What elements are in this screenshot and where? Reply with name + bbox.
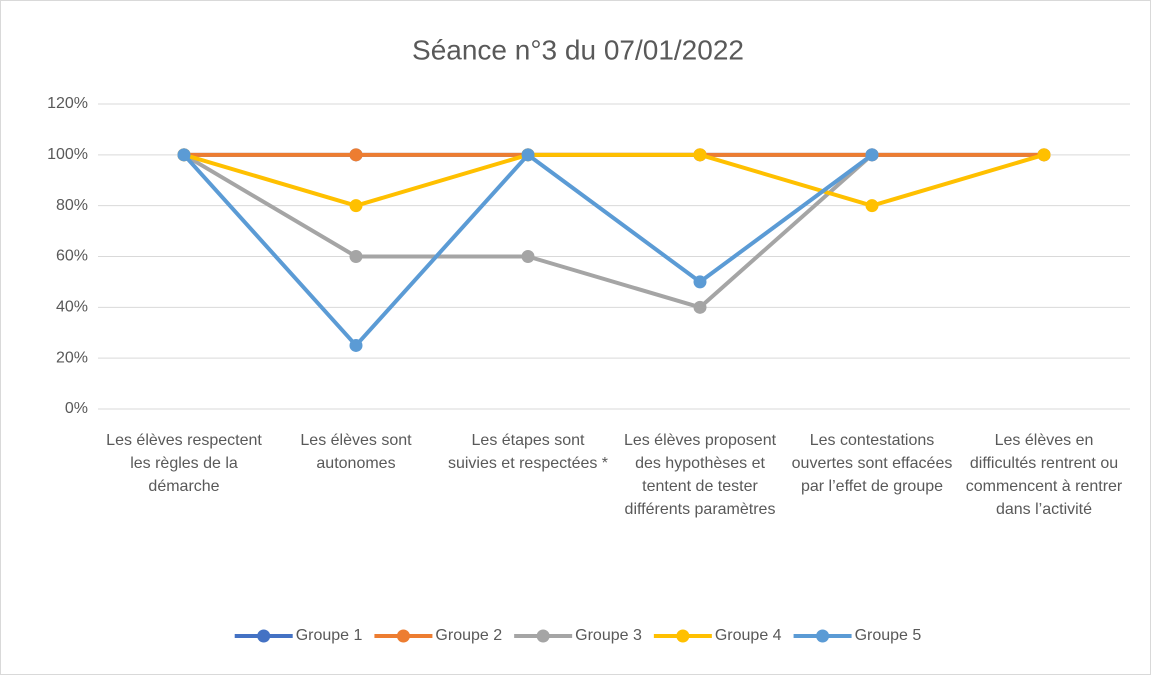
- x-tick-label: Les élèves respectent les règles de la dém…: [106, 432, 262, 495]
- legend-label: Groupe 1: [296, 627, 363, 644]
- series-marker: [349, 250, 363, 263]
- legend-label: Groupe 2: [435, 627, 502, 644]
- x-tick-line: autonomes: [316, 455, 395, 472]
- y-tick-label: 20%: [56, 349, 88, 366]
- x-tick-line: ouvertes sont effacées: [792, 455, 953, 472]
- series-marker: [349, 148, 363, 162]
- x-tick-line: les règles de la: [130, 455, 238, 472]
- legend-marker: [816, 629, 830, 643]
- y-tick-label: 80%: [56, 197, 88, 214]
- legend-marker: [257, 629, 271, 643]
- y-tick-label: 60%: [56, 248, 88, 265]
- series-marker: [1037, 148, 1051, 162]
- x-tick-line: Les contestations: [810, 432, 935, 449]
- x-tick-line: suivies et respectées *: [448, 455, 608, 472]
- x-tick-label: Les élèves proposent des hypothèses et ten…: [624, 432, 777, 518]
- x-tick-label: Les étapes sont suivies et respectées *: [448, 432, 608, 472]
- legend-marker: [676, 629, 690, 643]
- series-marker: [349, 199, 363, 213]
- y-tick-label: 120%: [47, 95, 88, 112]
- legend-marker: [536, 629, 550, 643]
- series-marker: [521, 250, 535, 263]
- series-marker: [865, 148, 879, 162]
- series-marker: [693, 300, 707, 314]
- x-tick-line: Les élèves sont: [300, 432, 412, 449]
- x-tick-line: Les élèves proposent: [624, 432, 777, 449]
- x-tick-line: commencent à rentrer: [966, 478, 1123, 495]
- x-tick-line: différents paramètres: [625, 501, 776, 518]
- series-marker: [349, 338, 363, 352]
- x-tick-label: Les élèves en difficultés rentrent ou comm…: [966, 432, 1123, 518]
- x-tick-label: Les élèves sont autonomes: [300, 432, 412, 472]
- y-tick-label: 0%: [65, 400, 88, 417]
- x-tick-line: des hypothèses et: [635, 455, 765, 472]
- y-tick-label: 100%: [47, 146, 88, 163]
- x-tick-line: démarche: [148, 478, 219, 495]
- chart-title: Séance n°3 du 07/01/2022: [412, 34, 744, 65]
- x-tick-line: tentent de tester: [642, 478, 758, 495]
- x-tick-line: Les élèves en: [995, 432, 1094, 449]
- y-tick-label: 40%: [56, 299, 88, 316]
- x-tick-line: difficultés rentrent ou: [970, 455, 1118, 472]
- series-marker: [693, 148, 707, 162]
- series-marker: [693, 275, 707, 289]
- legend-label: Groupe 3: [575, 627, 642, 644]
- series-marker: [865, 199, 879, 213]
- legend-label: Groupe 4: [715, 627, 782, 644]
- legend-label: Groupe 5: [855, 627, 922, 644]
- series-marker: [521, 148, 535, 162]
- series-marker: [177, 148, 191, 162]
- x-tick-label: Les contestations ouvertes sont effacées p…: [792, 432, 953, 495]
- legend-marker: [396, 629, 410, 643]
- x-tick-line: Les étapes sont: [472, 432, 586, 449]
- x-tick-line: par l’effet de groupe: [801, 478, 943, 495]
- series-line: [183, 152, 1045, 208]
- x-tick-line: Les élèves respectent: [106, 432, 262, 449]
- x-tick-line: dans l’activité: [996, 501, 1092, 518]
